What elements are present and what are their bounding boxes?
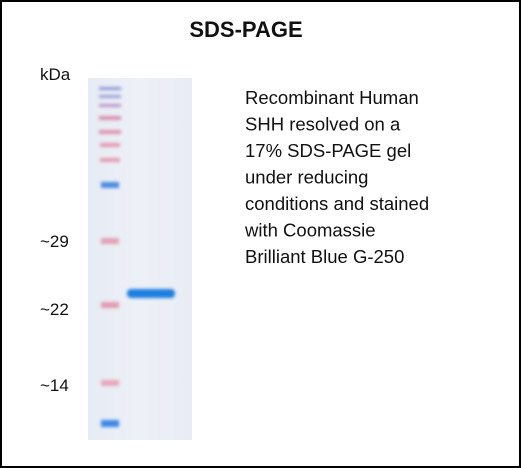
axis-label: kDa bbox=[40, 65, 71, 84]
description-line: SHH resolved on a bbox=[245, 114, 401, 135]
ladder-bands bbox=[99, 87, 121, 427]
sample-band bbox=[127, 289, 175, 298]
description-line: conditions and stained bbox=[245, 193, 429, 214]
description-line: Brilliant Blue G-250 bbox=[245, 246, 404, 267]
description-line: 17% SDS-PAGE gel bbox=[245, 140, 411, 161]
description-line: under reducing bbox=[245, 167, 368, 188]
marker-label: ~22 bbox=[40, 300, 69, 319]
title: SDS-PAGE bbox=[189, 17, 302, 42]
marker-label: ~14 bbox=[40, 376, 69, 395]
gel bbox=[88, 78, 192, 440]
marker-label: ~29 bbox=[40, 232, 69, 251]
description-line: with Coomassie bbox=[244, 220, 376, 241]
description-line: Recombinant Human bbox=[245, 87, 419, 108]
